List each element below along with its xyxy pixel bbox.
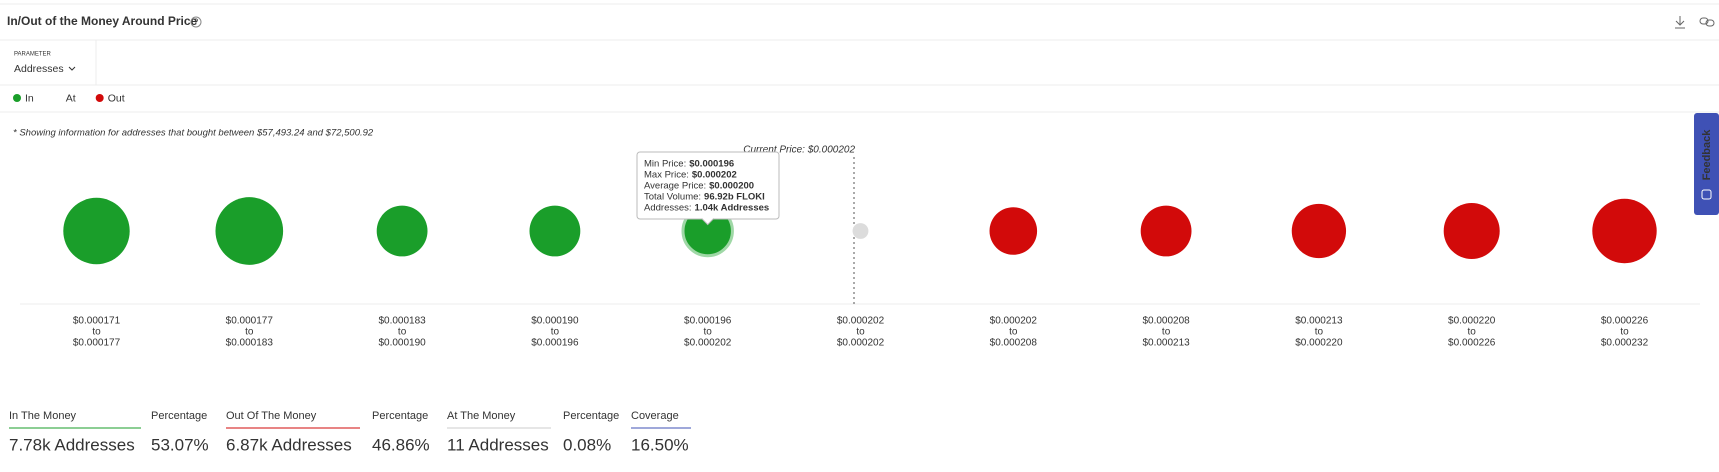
link-icon[interactable] <box>1699 17 1715 27</box>
range-separator: to <box>1162 327 1171 338</box>
bubbles: $0.000171to$0.000177$0.000177to$0.000183… <box>63 197 1657 349</box>
summary-label: Out Of The Money <box>226 410 317 422</box>
range-to: $0.000232 <box>1601 338 1649 349</box>
range-to: $0.000226 <box>1448 338 1496 349</box>
tooltip-label: Max Price: <box>644 170 689 181</box>
range-to: $0.000183 <box>226 338 274 349</box>
bubble[interactable] <box>1140 205 1192 257</box>
range-from: $0.000202 <box>990 316 1038 327</box>
title: In/Out of the Money Around Price <box>7 14 198 28</box>
range-to: $0.000202 <box>837 338 885 349</box>
bubble[interactable] <box>529 205 581 257</box>
feedback-tab[interactable]: Feedback <box>1694 113 1719 215</box>
range-separator: to <box>398 327 407 338</box>
range-separator: to <box>1315 327 1324 338</box>
parameter-value[interactable]: Addresses <box>14 63 64 75</box>
range-from: $0.000190 <box>531 316 579 327</box>
legend-dot[interactable] <box>13 94 21 102</box>
summary-value: 46.86% <box>372 435 430 454</box>
bubble[interactable] <box>1592 198 1657 264</box>
tooltip-label: Addresses: <box>644 203 692 214</box>
parameter-label: PARAMETER <box>14 52 52 58</box>
range-from: $0.000202 <box>837 316 885 327</box>
range-separator: to <box>92 327 101 338</box>
range-to: $0.000220 <box>1295 338 1343 349</box>
range-from: $0.000208 <box>1142 316 1190 327</box>
summary-value: 16.50% <box>631 435 689 454</box>
summary-label: At The Money <box>447 410 516 422</box>
range-to: $0.000208 <box>990 338 1038 349</box>
range-from: $0.000183 <box>378 316 426 327</box>
range-separator: to <box>1009 327 1018 338</box>
range-to: $0.000202 <box>684 338 732 349</box>
summary-value: 0.08% <box>563 435 611 454</box>
bubble[interactable] <box>1443 202 1500 260</box>
help-icon[interactable]: ? <box>190 16 202 28</box>
summary-label: In The Money <box>9 410 77 422</box>
tooltip-arrow <box>701 218 715 226</box>
feedback-label[interactable]: Feedback <box>1701 129 1713 181</box>
summary-value: 53.07% <box>151 435 209 454</box>
note: * Showing information for addresses that… <box>13 128 374 139</box>
dropdown-arrow[interactable] <box>68 66 76 71</box>
range-to: $0.000196 <box>531 338 579 349</box>
tooltip-label: Total Volume: <box>644 192 701 203</box>
summary-label: Percentage <box>372 410 428 422</box>
summary: In The Money 7.78k Addresses Percentage 53.… <box>9 410 691 454</box>
range-from: $0.000213 <box>1295 316 1343 327</box>
bubble[interactable] <box>1291 203 1347 259</box>
tooltip-label: Average Price: <box>644 181 706 192</box>
legend-dot[interactable] <box>53 94 62 102</box>
bubble[interactable] <box>989 207 1038 255</box>
range-from: $0.000196 <box>684 316 732 327</box>
tooltip-value: $0.000202 <box>692 170 737 181</box>
legend-label[interactable]: At <box>66 92 76 104</box>
current-price-label: Current Price: $0.000202 <box>743 145 855 156</box>
range-to: $0.000177 <box>73 338 121 349</box>
range-to: $0.000213 <box>1142 338 1190 349</box>
bubble[interactable] <box>852 223 869 239</box>
tooltip-value: 1.04k Addresses <box>695 203 770 214</box>
legend-dot[interactable] <box>95 94 104 102</box>
summary-label: Percentage <box>563 410 619 422</box>
range-from: $0.000171 <box>73 316 121 327</box>
legend-label[interactable]: Out <box>108 92 125 104</box>
summary-value: 7.78k Addresses <box>9 435 135 454</box>
range-separator: to <box>1468 327 1477 338</box>
bubble[interactable] <box>63 197 130 265</box>
download-icon[interactable] <box>1675 16 1685 29</box>
summary-label: Percentage <box>151 410 207 422</box>
svg-text:?: ? <box>194 18 199 27</box>
range-from: $0.000226 <box>1601 316 1649 327</box>
range-separator: to <box>551 327 560 338</box>
range-from: $0.000220 <box>1448 316 1496 327</box>
range-separator: to <box>856 327 865 338</box>
range-to: $0.000190 <box>378 338 426 349</box>
legend-label[interactable]: In <box>25 92 34 104</box>
range-separator: to <box>1620 327 1629 338</box>
bubble[interactable] <box>215 197 284 265</box>
tooltip-value: 96.92b FLOKI <box>704 192 765 203</box>
range-separator: to <box>245 327 254 338</box>
tooltip-value: $0.000200 <box>709 181 754 192</box>
tooltip-value: $0.000196 <box>689 159 734 170</box>
summary-value: 6.87k Addresses <box>226 435 352 454</box>
bubble[interactable] <box>376 205 428 257</box>
range-from: $0.000177 <box>226 316 274 327</box>
legend: In At Out <box>13 92 125 104</box>
tooltip-label: Min Price: <box>644 159 686 170</box>
range-separator: to <box>704 327 713 338</box>
summary-label: Coverage <box>631 410 679 422</box>
summary-value: 11 Addresses <box>447 435 549 454</box>
